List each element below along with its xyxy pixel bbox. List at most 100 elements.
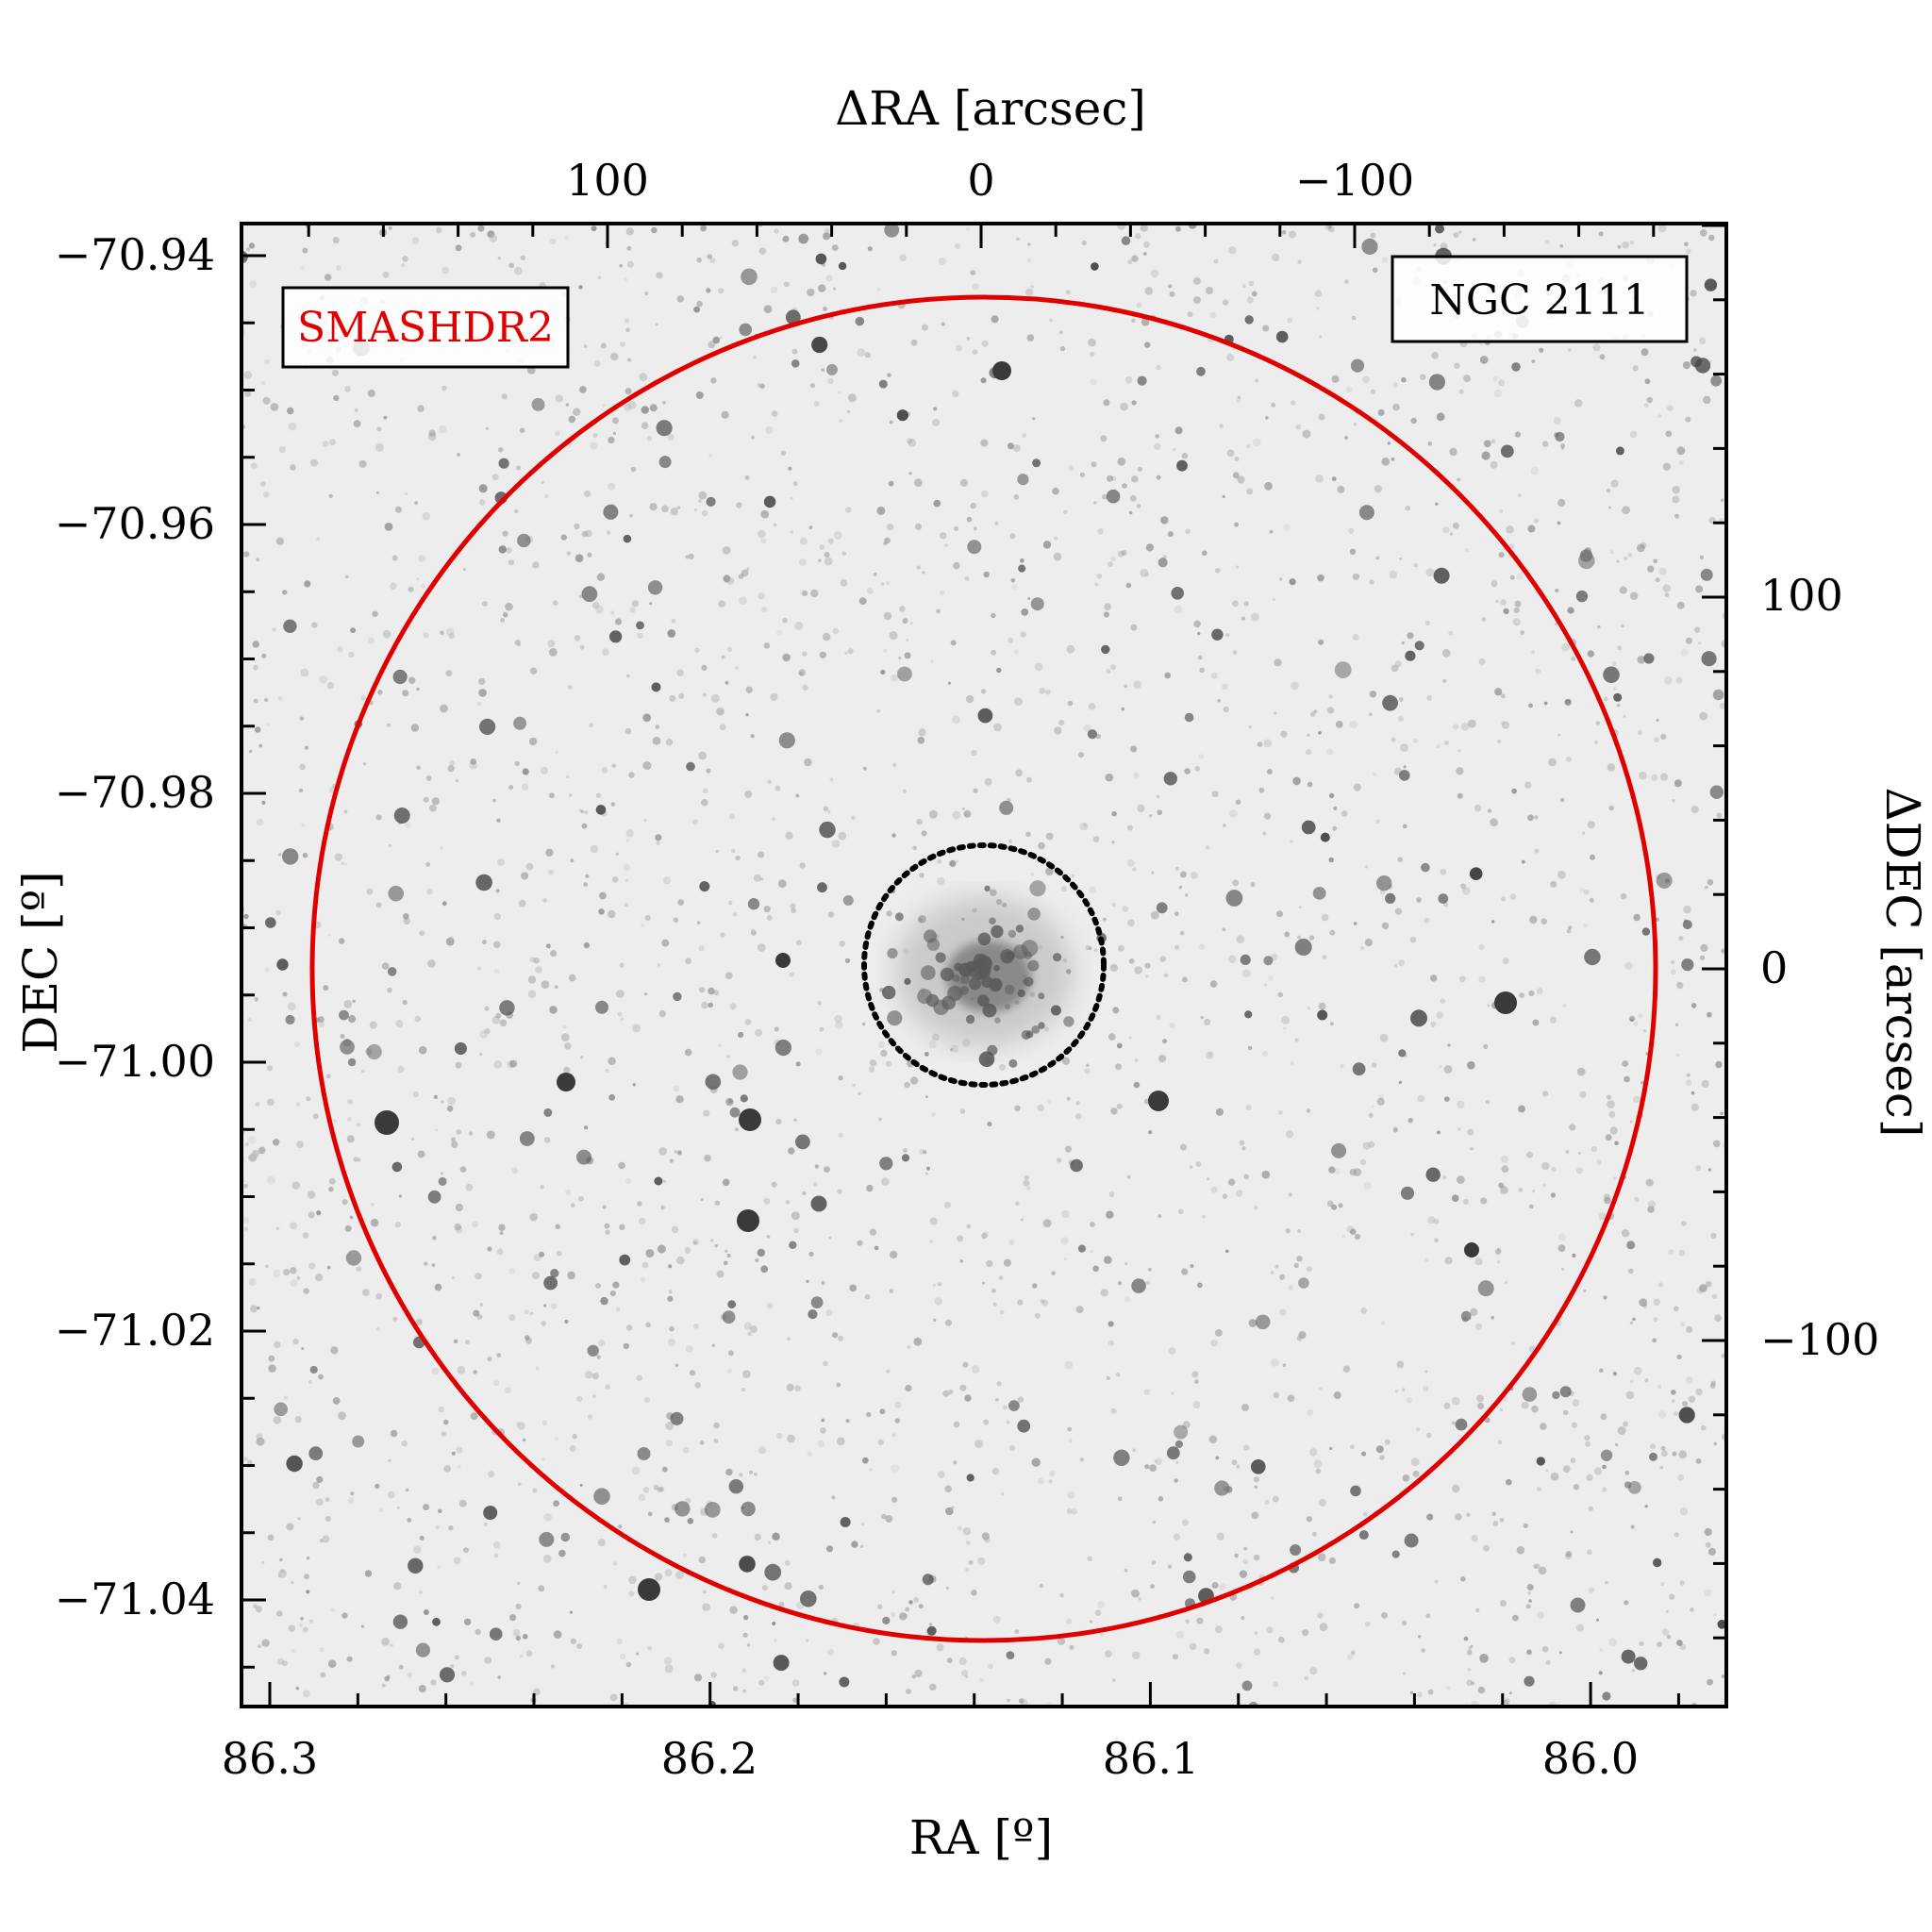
background-star (1267, 769, 1273, 774)
background-star (729, 1606, 738, 1614)
background-star (1307, 733, 1310, 738)
background-star (785, 1200, 791, 1205)
background-star (382, 629, 391, 639)
background-star (821, 1418, 825, 1423)
background-star (1291, 681, 1299, 691)
star (791, 359, 800, 368)
background-star (443, 1465, 452, 1473)
background-star (1461, 723, 1470, 731)
background-star (1562, 1003, 1567, 1008)
background-star (1417, 1691, 1423, 1698)
background-star (718, 1642, 724, 1650)
background-star (1079, 822, 1088, 831)
background-star (616, 1638, 623, 1645)
background-star (1629, 430, 1638, 439)
background-star (580, 1056, 584, 1059)
background-star (760, 509, 770, 519)
background-star (625, 327, 630, 333)
background-star (1536, 988, 1543, 994)
background-star (1148, 1267, 1152, 1272)
background-star (1624, 1600, 1629, 1606)
background-star (1613, 1176, 1617, 1180)
background-star (508, 262, 514, 269)
background-star (1277, 991, 1283, 998)
background-star (1700, 1424, 1707, 1431)
background-star (1066, 1618, 1073, 1624)
background-star (309, 458, 318, 467)
background-star (766, 914, 773, 921)
background-star (1191, 1371, 1199, 1378)
background-star (591, 601, 600, 609)
background-star (1442, 1175, 1447, 1180)
background-star (541, 1457, 546, 1462)
background-star (1375, 1445, 1384, 1454)
star (1196, 366, 1206, 376)
background-star (608, 436, 615, 444)
background-star (492, 798, 496, 803)
background-star (1576, 1067, 1586, 1076)
background-star (558, 1549, 566, 1557)
star (1481, 451, 1491, 460)
background-star (1474, 1257, 1483, 1266)
background-star (913, 1337, 923, 1346)
background-star (945, 1507, 954, 1516)
background-star (698, 944, 705, 952)
background-star (881, 1177, 890, 1186)
background-star (319, 675, 327, 684)
background-star (1427, 1689, 1434, 1695)
background-star (316, 1498, 324, 1507)
background-star (254, 996, 259, 1002)
background-star (966, 336, 971, 341)
background-star (1090, 1222, 1095, 1227)
background-star (1665, 430, 1673, 438)
background-star (1630, 1379, 1634, 1384)
background-star (1371, 1062, 1377, 1068)
background-star (1071, 1508, 1077, 1515)
background-star (1112, 1008, 1119, 1015)
background-star (793, 1118, 797, 1122)
background-star (433, 1094, 438, 1099)
background-star (1143, 1389, 1151, 1395)
background-star (1682, 1401, 1689, 1407)
background-star (838, 391, 841, 394)
background-star (1458, 229, 1462, 234)
star (1163, 772, 1178, 786)
star (1438, 893, 1449, 904)
background-star (857, 1240, 863, 1246)
background-star (1317, 1612, 1324, 1619)
background-star (1134, 966, 1142, 974)
background-star (401, 263, 406, 267)
star (1244, 315, 1254, 325)
background-star (1174, 225, 1181, 232)
background-star (1120, 402, 1128, 411)
background-star (1535, 668, 1541, 675)
background-star (665, 1422, 675, 1430)
background-star (643, 1396, 651, 1404)
background-star (676, 1150, 682, 1156)
background-star (306, 1556, 310, 1560)
background-star (1440, 998, 1446, 1004)
background-star (1674, 1532, 1679, 1538)
background-star (1579, 1091, 1587, 1098)
background-star (1436, 1011, 1444, 1019)
background-star (1361, 1451, 1367, 1457)
background-star (527, 975, 537, 984)
background-star (775, 1118, 782, 1125)
background-star (261, 380, 266, 385)
background-star (1359, 945, 1365, 951)
background-star (1131, 1651, 1141, 1659)
background-star (1506, 525, 1514, 534)
background-star (415, 1318, 423, 1326)
star (855, 316, 865, 326)
star (1241, 1680, 1253, 1691)
background-star (959, 1384, 967, 1391)
star (1382, 694, 1398, 711)
background-star (952, 390, 959, 397)
background-star (1708, 359, 1713, 364)
background-star (839, 419, 843, 424)
background-star (283, 1395, 288, 1400)
background-star (713, 990, 720, 996)
background-star (255, 1102, 260, 1107)
background-star (1455, 1513, 1462, 1521)
star (673, 991, 682, 1002)
